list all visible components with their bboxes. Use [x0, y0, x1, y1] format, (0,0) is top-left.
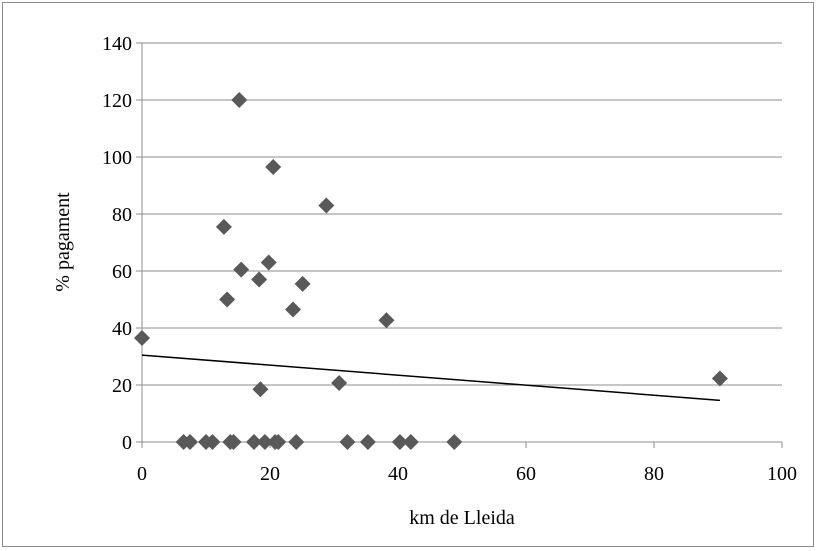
axes: [136, 42, 783, 448]
y-tick-label: 20: [112, 375, 132, 397]
data-point: [233, 261, 250, 278]
data-point: [260, 254, 277, 271]
x-tick-labels: 0 20 40 60 80 100: [137, 463, 797, 485]
data-point: [204, 434, 221, 450]
y-tick-label: 40: [112, 318, 132, 340]
y-tick-label: 0: [122, 432, 132, 454]
x-tick-label: 100: [767, 463, 797, 485]
y-axis-title: % pagament: [52, 192, 74, 292]
data-point: [294, 275, 311, 292]
data-point: [252, 381, 269, 398]
data-point: [285, 301, 302, 318]
trendline: [141, 354, 720, 402]
data-point: [251, 271, 268, 288]
data-point: [288, 434, 305, 450]
data-point: [711, 370, 728, 387]
x-axis-title: km de Lleida: [409, 507, 515, 529]
y-tick-label: 100: [102, 147, 132, 169]
data-point: [182, 434, 198, 450]
data-point: [134, 329, 150, 346]
data-point: [339, 434, 356, 450]
x-tick-label: 40: [388, 463, 408, 485]
data-point: [270, 434, 287, 450]
y-tick-labels: 0 20 40 60 80 100 120 140: [102, 33, 132, 454]
data-point: [318, 197, 335, 214]
y-tick-label: 60: [112, 261, 132, 283]
data-point: [256, 434, 273, 450]
data-point: [359, 434, 376, 450]
y-tick-label: 80: [112, 204, 132, 226]
x-tick-label: 20: [260, 463, 280, 485]
data-point: [331, 375, 348, 392]
x-tick-label: 0: [137, 463, 147, 485]
data-point: [231, 92, 248, 108]
data-point: [246, 434, 262, 450]
gridlines: [142, 42, 782, 386]
x-tick-label: 60: [516, 463, 536, 485]
data-point: [215, 218, 232, 235]
y-tick-label: 140: [102, 33, 132, 55]
data-point: [219, 291, 236, 308]
data-point: [265, 158, 282, 175]
y-tick-label: 120: [102, 90, 132, 112]
data-point: [378, 312, 395, 329]
x-tick-label: 80: [644, 463, 664, 485]
trendline-group: [141, 354, 720, 402]
data-point: [391, 434, 408, 450]
data-points: [134, 92, 728, 450]
data-point: [225, 434, 242, 450]
data-point: [446, 434, 463, 450]
data-point: [402, 434, 419, 450]
